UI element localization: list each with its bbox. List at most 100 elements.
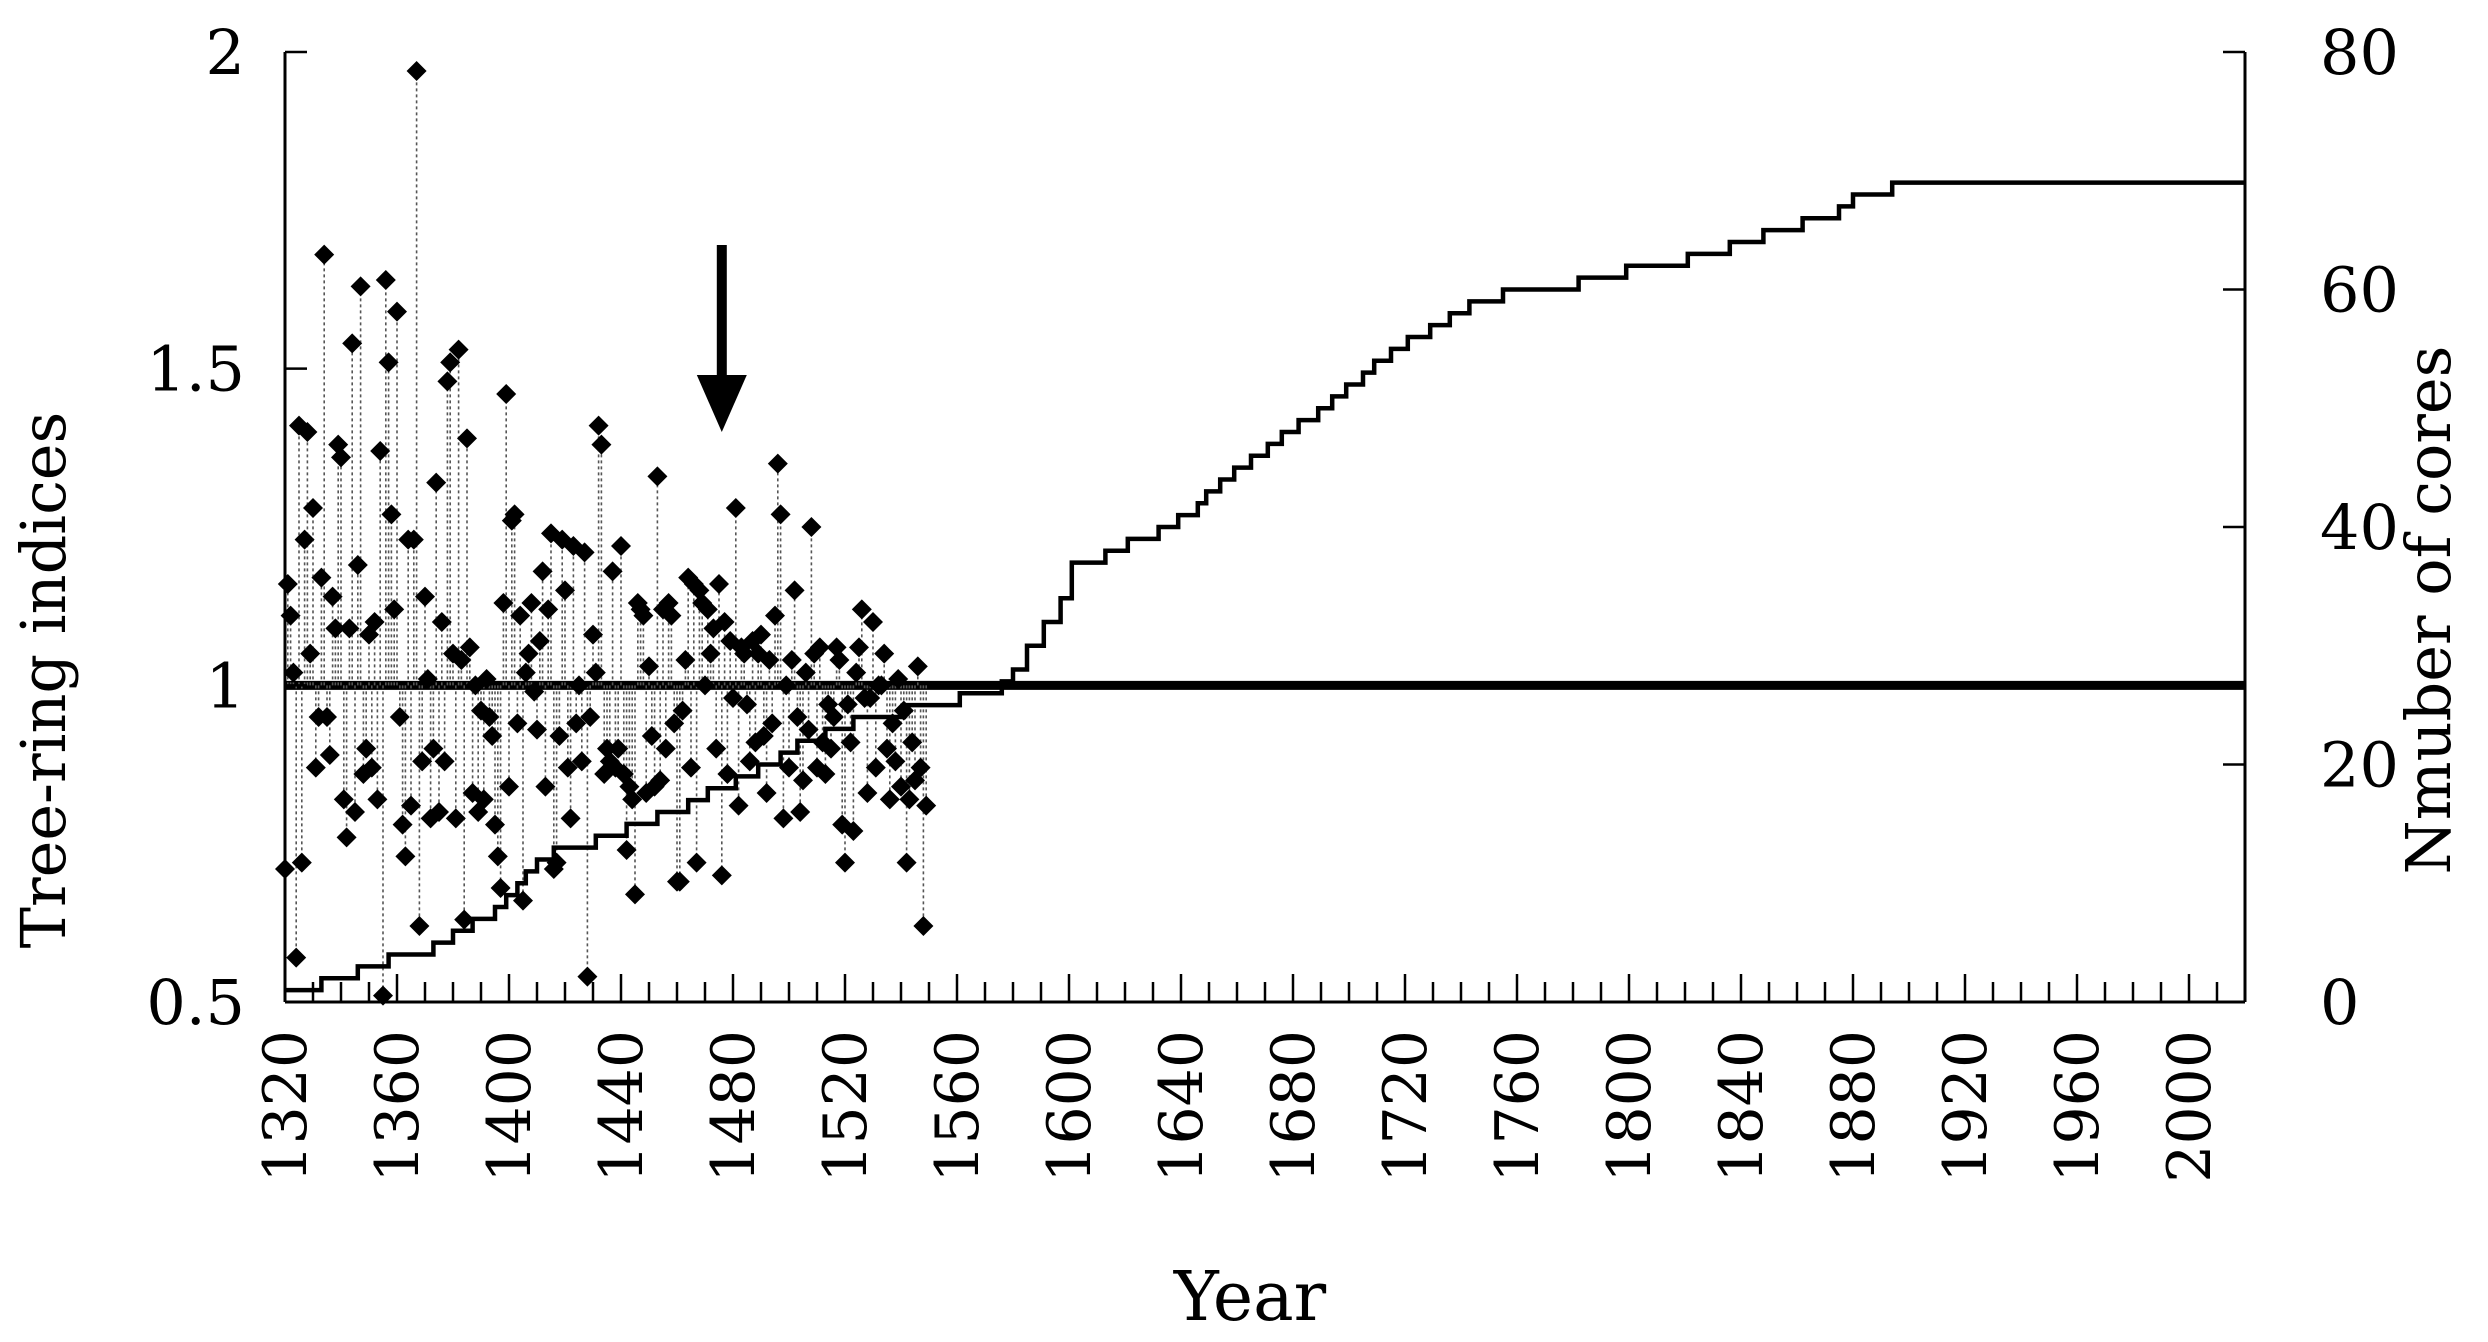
- index-point: [849, 637, 869, 658]
- index-point: [734, 643, 755, 664]
- index-point: [888, 669, 909, 689]
- index-point: [378, 352, 399, 373]
- index-point: [751, 624, 771, 645]
- x-axis-title: Year: [1173, 1258, 1327, 1337]
- y-right-tick-label: 60: [2320, 254, 2399, 327]
- index-point: [770, 504, 791, 525]
- index-point: [347, 555, 368, 575]
- y-axis-left-title: Tree-ring indices: [7, 412, 80, 949]
- index-point: [325, 618, 346, 639]
- index-point: [345, 802, 365, 822]
- index-point: [409, 916, 430, 936]
- index-point: [795, 662, 816, 683]
- index-point: [451, 650, 472, 670]
- index-point: [412, 751, 433, 772]
- x-tick-label: 1840: [1707, 1030, 1777, 1183]
- index-point: [647, 466, 668, 487]
- x-tick-label: 1800: [1595, 1030, 1665, 1183]
- y-left-tick-label: 2: [206, 16, 245, 89]
- index-point: [364, 612, 385, 632]
- index-point: [476, 669, 497, 689]
- index-point: [426, 472, 447, 493]
- y-axis-right-title: Nmuber of cores: [2392, 346, 2465, 875]
- index-point: [843, 821, 864, 841]
- index-point: [557, 757, 578, 778]
- index-point: [902, 732, 923, 753]
- index-point: [524, 681, 545, 702]
- index-point: [661, 605, 682, 626]
- index-point: [560, 808, 581, 829]
- x-tick-label: 1880: [1819, 1030, 1889, 1183]
- index-point: [591, 434, 612, 455]
- index-point: [367, 789, 388, 810]
- index-point: [916, 795, 937, 816]
- x-tick-label: 1360: [363, 1030, 433, 1183]
- index-point: [580, 707, 601, 727]
- y-left-tick-label: 0.5: [146, 966, 245, 1039]
- index-point: [767, 453, 788, 474]
- index-point: [395, 846, 416, 867]
- index-point: [837, 694, 858, 715]
- index-point: [753, 726, 774, 746]
- index-point: [737, 694, 757, 715]
- index-point: [392, 814, 413, 835]
- index-point: [697, 599, 718, 620]
- sample-depth-layer: [285, 180, 2245, 993]
- index-point: [840, 732, 861, 753]
- index-point: [681, 757, 701, 778]
- index-point: [493, 593, 514, 613]
- x-tick-label: 2000: [2155, 1030, 2225, 1183]
- index-point: [291, 852, 312, 873]
- index-point: [706, 738, 727, 759]
- index-point: [527, 719, 547, 740]
- y-right-tick-label: 0: [2320, 966, 2359, 1039]
- index-point: [641, 726, 662, 746]
- index-point: [793, 770, 813, 791]
- index-point: [437, 371, 458, 392]
- index-point: [507, 713, 528, 734]
- index-point: [893, 700, 914, 721]
- index-point: [496, 384, 517, 404]
- index-point: [588, 415, 609, 436]
- index-point: [510, 605, 531, 626]
- index-point: [490, 878, 511, 898]
- index-point: [728, 795, 749, 816]
- index-point: [672, 700, 693, 721]
- y-right-tick-label: 80: [2320, 16, 2399, 89]
- index-point: [865, 757, 886, 778]
- index-point: [434, 751, 455, 772]
- y-right-tick-label: 40: [2320, 491, 2399, 564]
- index-point: [773, 808, 794, 829]
- index-point: [300, 643, 321, 664]
- index-point: [459, 637, 480, 658]
- index-point: [487, 846, 508, 867]
- axes-layer: 1320 1360 1400 1440 1480 1520 1560 1600 1640 1680…: [146, 16, 2399, 1183]
- index-point: [401, 795, 421, 816]
- index-point: [823, 707, 844, 727]
- labels-layer: Year Tree-ring indices Nmuber of cores: [7, 346, 2465, 1337]
- index-point: [423, 738, 444, 759]
- index-point: [686, 852, 707, 873]
- index-point: [879, 789, 900, 810]
- index-point: [370, 441, 391, 461]
- index-point: [781, 650, 802, 670]
- index-point: [714, 612, 735, 632]
- index-point: [829, 650, 850, 670]
- index-point: [907, 656, 928, 677]
- x-tick-label: 1960: [2043, 1030, 2113, 1183]
- index-point: [535, 776, 556, 797]
- index-point: [549, 726, 570, 746]
- index-point: [538, 599, 559, 620]
- index-point: [566, 713, 587, 734]
- index-point: [389, 707, 410, 727]
- index-point: [891, 776, 911, 797]
- index-point: [339, 618, 360, 639]
- index-point: [297, 422, 318, 442]
- index-point: [790, 802, 811, 822]
- index-point: [616, 840, 637, 860]
- index-point: [815, 764, 836, 784]
- index-point: [342, 333, 363, 354]
- index-point: [787, 707, 808, 727]
- index-point: [669, 871, 690, 892]
